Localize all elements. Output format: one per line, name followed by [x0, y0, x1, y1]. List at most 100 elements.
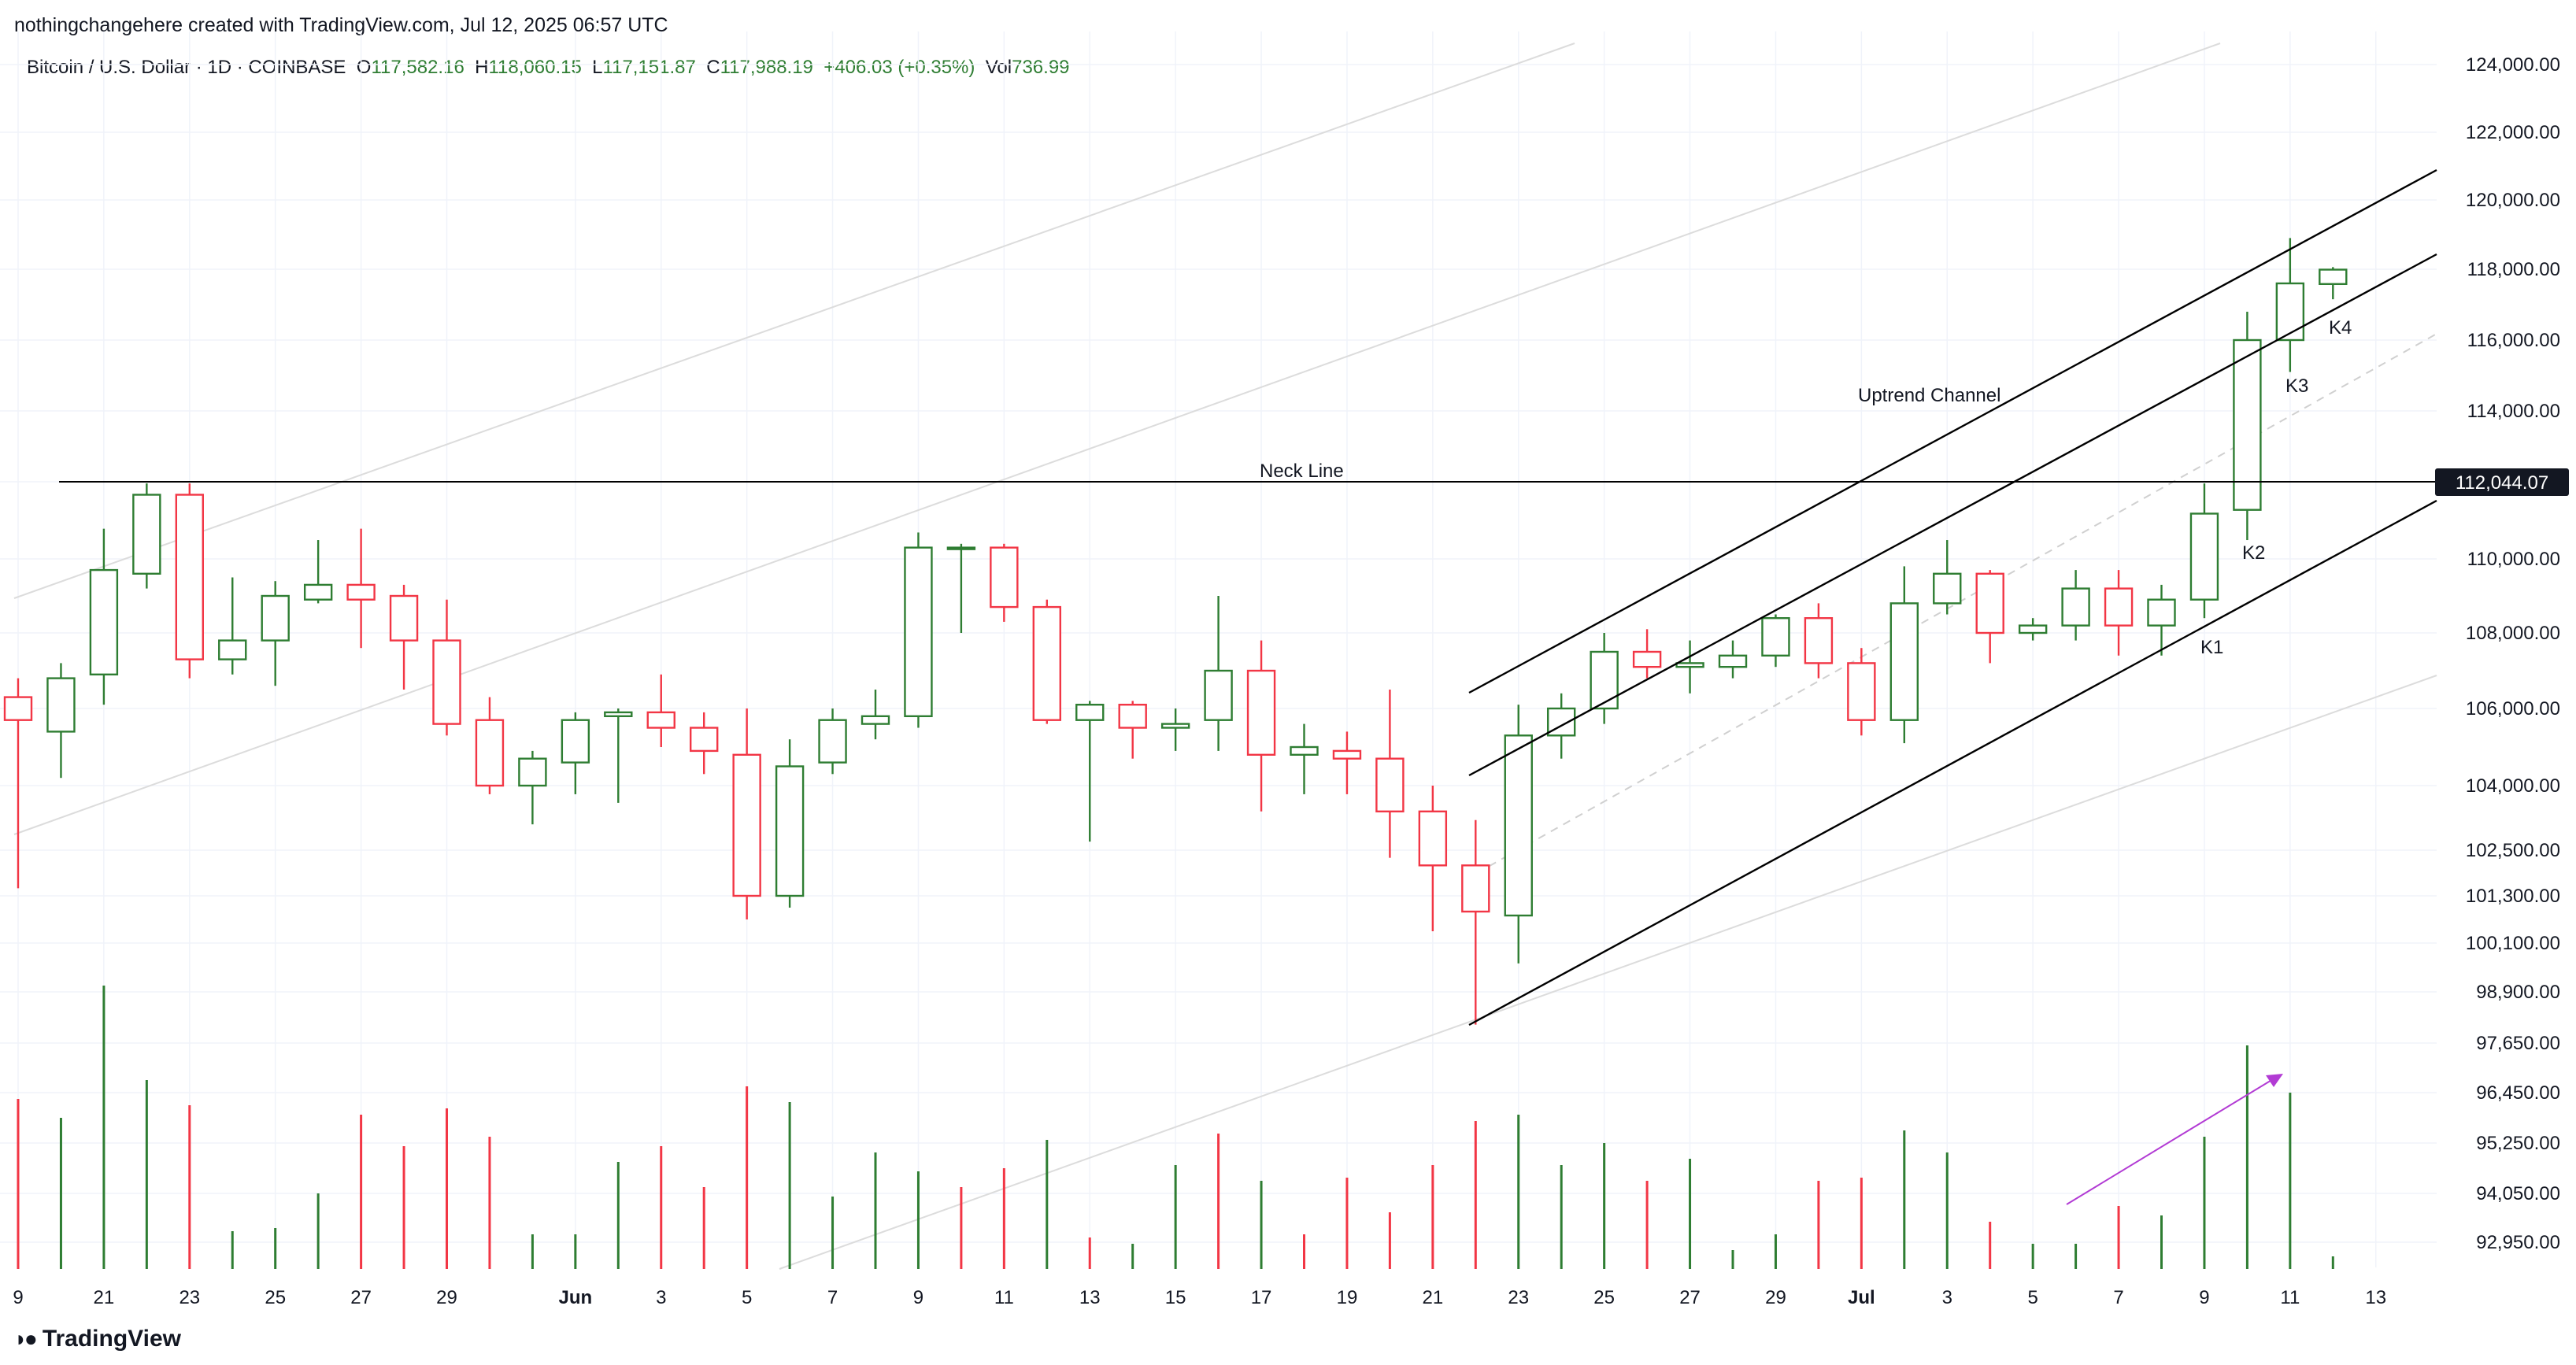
candle[interactable] [775, 739, 805, 908]
candle[interactable] [3, 678, 33, 889]
candle[interactable] [646, 674, 675, 747]
candle-body [1675, 662, 1704, 668]
candle[interactable] [475, 697, 505, 794]
candle[interactable] [1160, 708, 1190, 751]
candle[interactable] [432, 599, 461, 736]
candle[interactable] [1632, 629, 1662, 679]
time-axis[interactable]: 9 21 23 25 27 29 Jun 3 5 7 9 11 13 15 17 19 21 23 25 27 29 Ju… [13, 1287, 2386, 1308]
candle[interactable] [1889, 566, 1919, 744]
candle[interactable] [1375, 690, 1405, 858]
volume-bar [1689, 1159, 1692, 1269]
candle[interactable] [1675, 640, 1704, 694]
volume-bar [188, 1105, 191, 1269]
current-price-text: 112,044.07 [2456, 472, 2548, 494]
candle[interactable] [346, 528, 376, 649]
candle[interactable] [261, 581, 290, 686]
candle[interactable] [904, 532, 933, 728]
high-value: 118,060.15 [488, 57, 582, 78]
candle[interactable] [604, 708, 633, 803]
candle-body [690, 727, 719, 753]
candle[interactable] [1075, 701, 1105, 842]
volume-bar [1131, 1244, 1134, 1269]
candle[interactable] [1761, 614, 1790, 668]
volume-bar [788, 1102, 791, 1269]
candle[interactable] [2189, 483, 2219, 619]
volume-bar [1517, 1115, 1520, 1269]
volume-bar [2117, 1206, 2120, 1269]
candle[interactable] [1418, 786, 1448, 931]
neck-line-label: Neck Line [1260, 461, 1344, 482]
candle[interactable] [1847, 648, 1876, 736]
candle[interactable] [1461, 819, 1490, 1025]
candle[interactable] [46, 663, 76, 779]
chart-credit: nothingchangehere created with TradingVi… [14, 14, 668, 36]
candle[interactable] [1204, 596, 1233, 751]
price-tick-label: 96,450.00 [2476, 1082, 2560, 1104]
candle[interactable] [1933, 540, 1962, 615]
candle-body [1032, 605, 1062, 721]
close-value: 117,988.19 [720, 57, 813, 78]
candle[interactable] [1032, 599, 1062, 724]
candle[interactable] [561, 712, 590, 794]
candle[interactable] [1590, 633, 1619, 724]
volume-bar [1560, 1165, 1563, 1269]
candle[interactable] [1804, 603, 1834, 679]
candle-body [261, 594, 290, 642]
candle[interactable] [218, 577, 247, 675]
candle[interactable] [303, 540, 333, 604]
candle[interactable] [1290, 723, 1319, 794]
symbol-title[interactable]: Bitcoin / U.S. Dollar · 1D · COINBASE [27, 57, 346, 78]
candle[interactable] [1332, 731, 1362, 794]
candle[interactable] [389, 584, 419, 690]
candle[interactable] [946, 543, 976, 633]
volume-bar [1474, 1121, 1477, 1269]
channel-lower-line[interactable] [1468, 499, 2437, 1027]
candle-body [1889, 602, 1919, 721]
date-tick-label: 29 [1765, 1287, 1786, 1308]
candle-body [1847, 662, 1876, 721]
candle[interactable] [2061, 570, 2090, 641]
candle[interactable] [2275, 238, 2305, 372]
tradingview-footer[interactable]: ◗● TradingView [14, 1326, 181, 1352]
candle-body [475, 719, 505, 787]
candle-body [2061, 587, 2090, 627]
candle[interactable] [690, 712, 719, 775]
candle-body [775, 765, 805, 897]
candle[interactable] [2018, 618, 2048, 641]
channel-middle-line[interactable] [1468, 253, 2437, 777]
candle[interactable] [2233, 312, 2262, 541]
price-tick-label: 101,300.00 [2466, 886, 2560, 907]
candle[interactable] [1118, 701, 1147, 759]
price-tick-label: 124,000.00 [2466, 54, 2560, 76]
price-axis[interactable]: 124,000.00 122,000.00 120,000.00 118,000.00… [2466, 54, 2560, 1253]
candle[interactable] [732, 708, 761, 919]
candle[interactable] [1504, 705, 1533, 964]
candle[interactable] [132, 483, 161, 589]
candle[interactable] [2104, 570, 2134, 656]
date-tick-label: Jul [1848, 1287, 1875, 1308]
volume-bar [1217, 1134, 1220, 1269]
candle[interactable] [2319, 267, 2348, 300]
date-tick-label: 27 [1679, 1287, 1701, 1308]
candle-body [175, 494, 205, 660]
volume-trend-arrow[interactable] [2066, 1076, 2278, 1205]
date-tick-label: 9 [913, 1287, 923, 1308]
candle[interactable] [518, 750, 547, 825]
volume-bar [231, 1231, 234, 1269]
candle[interactable] [818, 708, 847, 775]
volume-bar [960, 1187, 963, 1269]
candle[interactable] [175, 483, 205, 679]
candle-body [818, 719, 847, 764]
candle[interactable] [89, 528, 119, 705]
candle[interactable] [1975, 570, 2004, 664]
candle[interactable] [1718, 640, 1748, 679]
candle[interactable] [861, 690, 890, 740]
channel-upper-line[interactable] [1468, 168, 2437, 694]
date-tick-label: 9 [2199, 1287, 2209, 1308]
price-tick-label: 114,000.00 [2467, 401, 2560, 422]
volume-bar [616, 1162, 620, 1269]
candle-body [1590, 650, 1619, 710]
candle[interactable] [990, 543, 1019, 622]
candle[interactable] [1246, 640, 1276, 812]
